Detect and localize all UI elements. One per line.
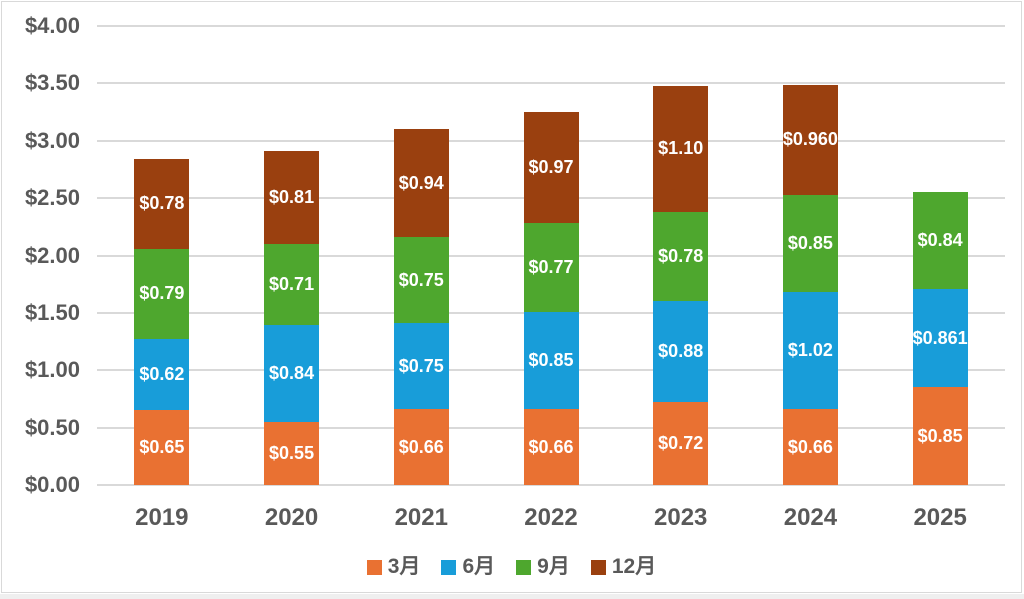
bar-value-label: $0.62 (139, 364, 185, 385)
bar-segment-9月-2019: $0.79 (134, 248, 190, 340)
bar-value-label: $0.71 (269, 274, 315, 295)
bar-value-label: $0.66 (398, 436, 444, 457)
bar-value-label: $0.75 (398, 355, 444, 376)
y-axis-tick-label: $3.00 (24, 127, 80, 153)
bar-value-label: $1.10 (658, 138, 704, 159)
legend-item-3月: 3月 (366, 555, 421, 579)
legend-label: 12月 (611, 555, 657, 578)
bar-segment-12月-2021: $0.94 (393, 129, 449, 238)
bar-segment-12月-2023: $1.10 (653, 85, 709, 212)
bar-value-label: $0.960 (782, 129, 838, 150)
bar-segment-3月-2022: $0.66 (523, 409, 579, 485)
legend-swatch (516, 559, 532, 575)
gridline (97, 82, 1005, 85)
x-axis-category-label: 2025 (913, 504, 967, 531)
x-axis-category-label: 2022 (524, 504, 578, 531)
legend-swatch (590, 559, 606, 575)
bar-segment-3月-2020: $0.55 (264, 421, 320, 485)
bar-segment-6月-2023: $0.88 (653, 301, 709, 403)
y-axis-tick-label: $0.50 (24, 414, 80, 440)
page-edge (0, 594, 1024, 599)
bar-value-label: $0.81 (269, 187, 315, 208)
legend-label: 3月 (387, 555, 421, 578)
y-axis-tick-label: $2.50 (24, 185, 80, 211)
y-axis-tick-label: $1.50 (24, 299, 80, 325)
bar-value-label: $0.78 (658, 246, 704, 267)
bar-value-label: $0.55 (269, 442, 315, 463)
y-axis-tick-label: $2.00 (24, 242, 80, 268)
bar-segment-6月-2020: $0.84 (264, 325, 320, 422)
gridline (97, 484, 1005, 486)
legend-item-9月: 9月 (516, 555, 570, 579)
bar-value-label: $0.88 (658, 341, 704, 362)
x-axis-category-label: 2019 (135, 504, 189, 531)
bar-value-label: $1.02 (787, 340, 833, 361)
bar-segment-12月-2022: $0.97 (523, 112, 579, 224)
legend-item-12月: 12月 (590, 555, 657, 579)
x-axis-category-label: 2020 (264, 504, 319, 531)
bar-value-label: $0.78 (139, 193, 185, 214)
bar-value-label: $0.77 (528, 257, 574, 278)
legend-label: 9月 (537, 555, 570, 578)
bar-segment-3月-2021: $0.66 (393, 409, 449, 485)
bar-value-label: $0.97 (528, 157, 574, 178)
bar-value-label: $0.65 (139, 437, 185, 458)
bar-value-label: $0.75 (398, 269, 444, 290)
bar-value-label: $0.94 (398, 172, 444, 193)
bar-segment-6月-2022: $0.85 (523, 311, 579, 410)
bar-value-label: $0.85 (917, 425, 963, 446)
bar-value-label: $0.66 (528, 436, 574, 457)
bar-segment-9月-2024: $0.85 (782, 194, 838, 293)
bar-segment-3月-2025: $0.85 (912, 387, 968, 485)
bar-segment-6月-2025: $0.861 (912, 288, 968, 388)
bar-value-label: $0.79 (139, 283, 185, 304)
bar-value-label: $0.72 (658, 433, 704, 454)
legend-swatch (366, 559, 382, 575)
legend-item-6月: 6月 (441, 555, 495, 579)
y-axis-tick-label: $1.00 (24, 357, 80, 383)
bar-value-label: $0.85 (528, 349, 574, 370)
bar-segment-9月-2023: $0.78 (653, 211, 709, 302)
bar-segment-9月-2022: $0.77 (523, 223, 579, 312)
bar-segment-9月-2025: $0.84 (912, 192, 968, 289)
bar-segment-6月-2019: $0.62 (134, 339, 190, 411)
x-axis-category-label: 2023 (654, 504, 708, 531)
bar-value-label: $0.84 (917, 229, 963, 250)
x-axis-category-label: 2021 (394, 504, 448, 531)
bar-segment-9月-2020: $0.71 (264, 244, 320, 326)
bar-value-label: $0.66 (787, 436, 833, 457)
x-axis-category-label: 2024 (783, 504, 838, 531)
bar-segment-6月-2021: $0.75 (393, 323, 449, 410)
legend-label: 6月 (462, 555, 496, 578)
bar-segment-12月-2019: $0.78 (134, 159, 190, 249)
bar-segment-3月-2023: $0.72 (653, 402, 709, 485)
y-axis-tick-label: $4.00 (24, 13, 80, 38)
y-axis-tick-label: $0.00 (24, 472, 80, 497)
bar-value-label: $0.84 (269, 363, 315, 384)
y-axis-tick-label: $3.50 (24, 70, 80, 96)
bar-value-label: $0.85 (787, 232, 833, 253)
bar-segment-6月-2024: $1.02 (782, 292, 838, 410)
gridline (97, 25, 1005, 27)
bar-segment-9月-2021: $0.75 (393, 237, 449, 324)
bar-segment-3月-2019: $0.65 (134, 410, 190, 485)
bar-segment-3月-2024: $0.66 (782, 409, 838, 485)
legend-swatch (441, 559, 457, 575)
bar-value-label: $0.861 (912, 327, 968, 348)
legend: 3月 6月 9月 12月 (2, 554, 1021, 580)
bar-segment-12月-2024: $0.960 (782, 84, 838, 195)
bar-segment-12月-2020: $0.81 (264, 151, 320, 244)
